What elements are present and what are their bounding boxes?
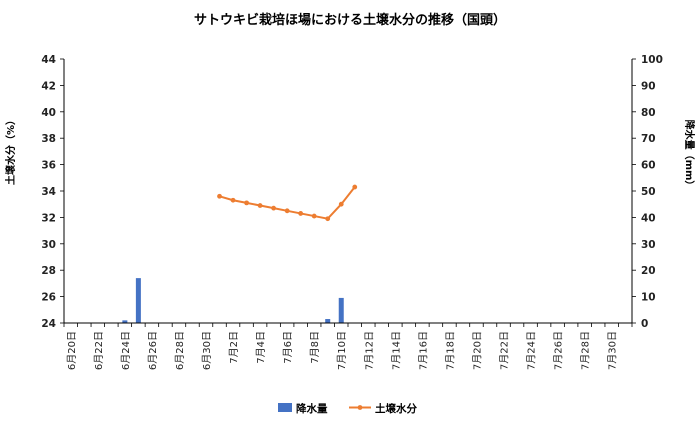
x-tick-label: 7月22日 [499,331,511,370]
line-point [271,205,277,211]
legend-line-marker [357,405,363,410]
legend-line-label: 土壌水分 [375,402,417,415]
x-tick-label: 7月14日 [390,331,402,370]
right-tick-label: 80 [641,107,656,119]
line-point [257,203,263,208]
right-tick-label: 40 [641,212,656,224]
left-axis-label: 土壌水分（%） [4,115,17,185]
x-tick-label: 7月24日 [526,331,538,370]
x-axis-ticks: 6月20日 6月22日 6月24日 6月26日 6月28日 6月30日 7月2日 7月4日 7月… [66,331,619,370]
legend: 降水量 土壌水分 [278,402,417,415]
bar [338,297,344,323]
left-tick-label: 42 [41,80,56,92]
x-tick-label: 6月24日 [120,331,132,370]
left-tick-label: 40 [41,107,56,119]
line-point [298,211,304,216]
x-tick-label: 6月26日 [147,331,159,370]
x-tick-label: 7月2日 [228,331,240,364]
right-tick-label: 20 [641,265,656,277]
right-tick-label: 0 [641,318,648,330]
line-series [217,184,358,222]
x-tick-label: 6月30日 [201,331,213,370]
bar [122,320,128,323]
right-tick-label: 90 [641,80,656,92]
left-tick-label: 30 [41,239,56,251]
bar-series [122,278,344,323]
bar [325,319,331,323]
line-path [219,186,356,220]
line-point [311,213,317,219]
chart-title: サトウキビ栽培ほ場における土壌水分の推移（国頭） [194,12,506,28]
left-tick-label: 28 [41,265,56,277]
x-tick-label: 7月26日 [553,331,565,370]
right-tick-label: 30 [641,239,656,251]
legend-bar-swatch [278,403,292,412]
x-tick-label: 6月22日 [93,331,105,370]
right-tick-label: 10 [641,292,656,304]
line-point [338,201,344,207]
right-tick-label: 50 [641,186,656,198]
x-tick-label: 7月30日 [607,331,619,370]
x-tick-label: 7月8日 [309,331,321,364]
right-axis-label: 降水量（mm） [683,120,696,191]
left-tick-label: 38 [41,133,56,145]
line-point [325,216,331,222]
left-tick-label: 34 [41,186,56,198]
line-point [244,200,249,206]
x-tick-label: 7月6日 [282,331,294,364]
left-tick-label: 26 [41,292,56,304]
axes [63,59,633,327]
line-point [230,197,236,203]
x-tick-label: 7月4日 [255,331,267,364]
left-tick-label: 36 [41,160,56,172]
x-tick-label: 7月18日 [444,331,456,370]
legend-bar-label: 降水量 [296,402,328,415]
x-tick-label: 6月20日 [66,331,78,370]
right-tick-label: 60 [641,160,656,172]
x-tick-label: 6月28日 [174,331,186,370]
right-tick-label: 100 [641,54,663,66]
x-tick-label: 7月28日 [580,331,592,370]
x-tick-label: 7月10日 [336,331,348,370]
line-point [284,208,290,214]
x-tick-label: 7月16日 [417,331,429,370]
bar [135,278,141,323]
right-tick-label: 70 [641,133,656,145]
line-point [352,184,358,190]
line-point [217,193,222,199]
left-tick-label: 32 [41,212,56,224]
x-tick-label: 7月20日 [471,331,483,370]
left-tick-label: 44 [41,54,56,66]
left-axis-ticks: 24 26 28 30 32 34 36 38 40 42 44 [41,54,64,330]
right-axis-ticks: 0 10 20 30 40 50 60 70 80 90 100 [632,54,663,330]
x-tick-label: 7月12日 [363,331,375,370]
left-tick-label: 24 [41,318,56,330]
